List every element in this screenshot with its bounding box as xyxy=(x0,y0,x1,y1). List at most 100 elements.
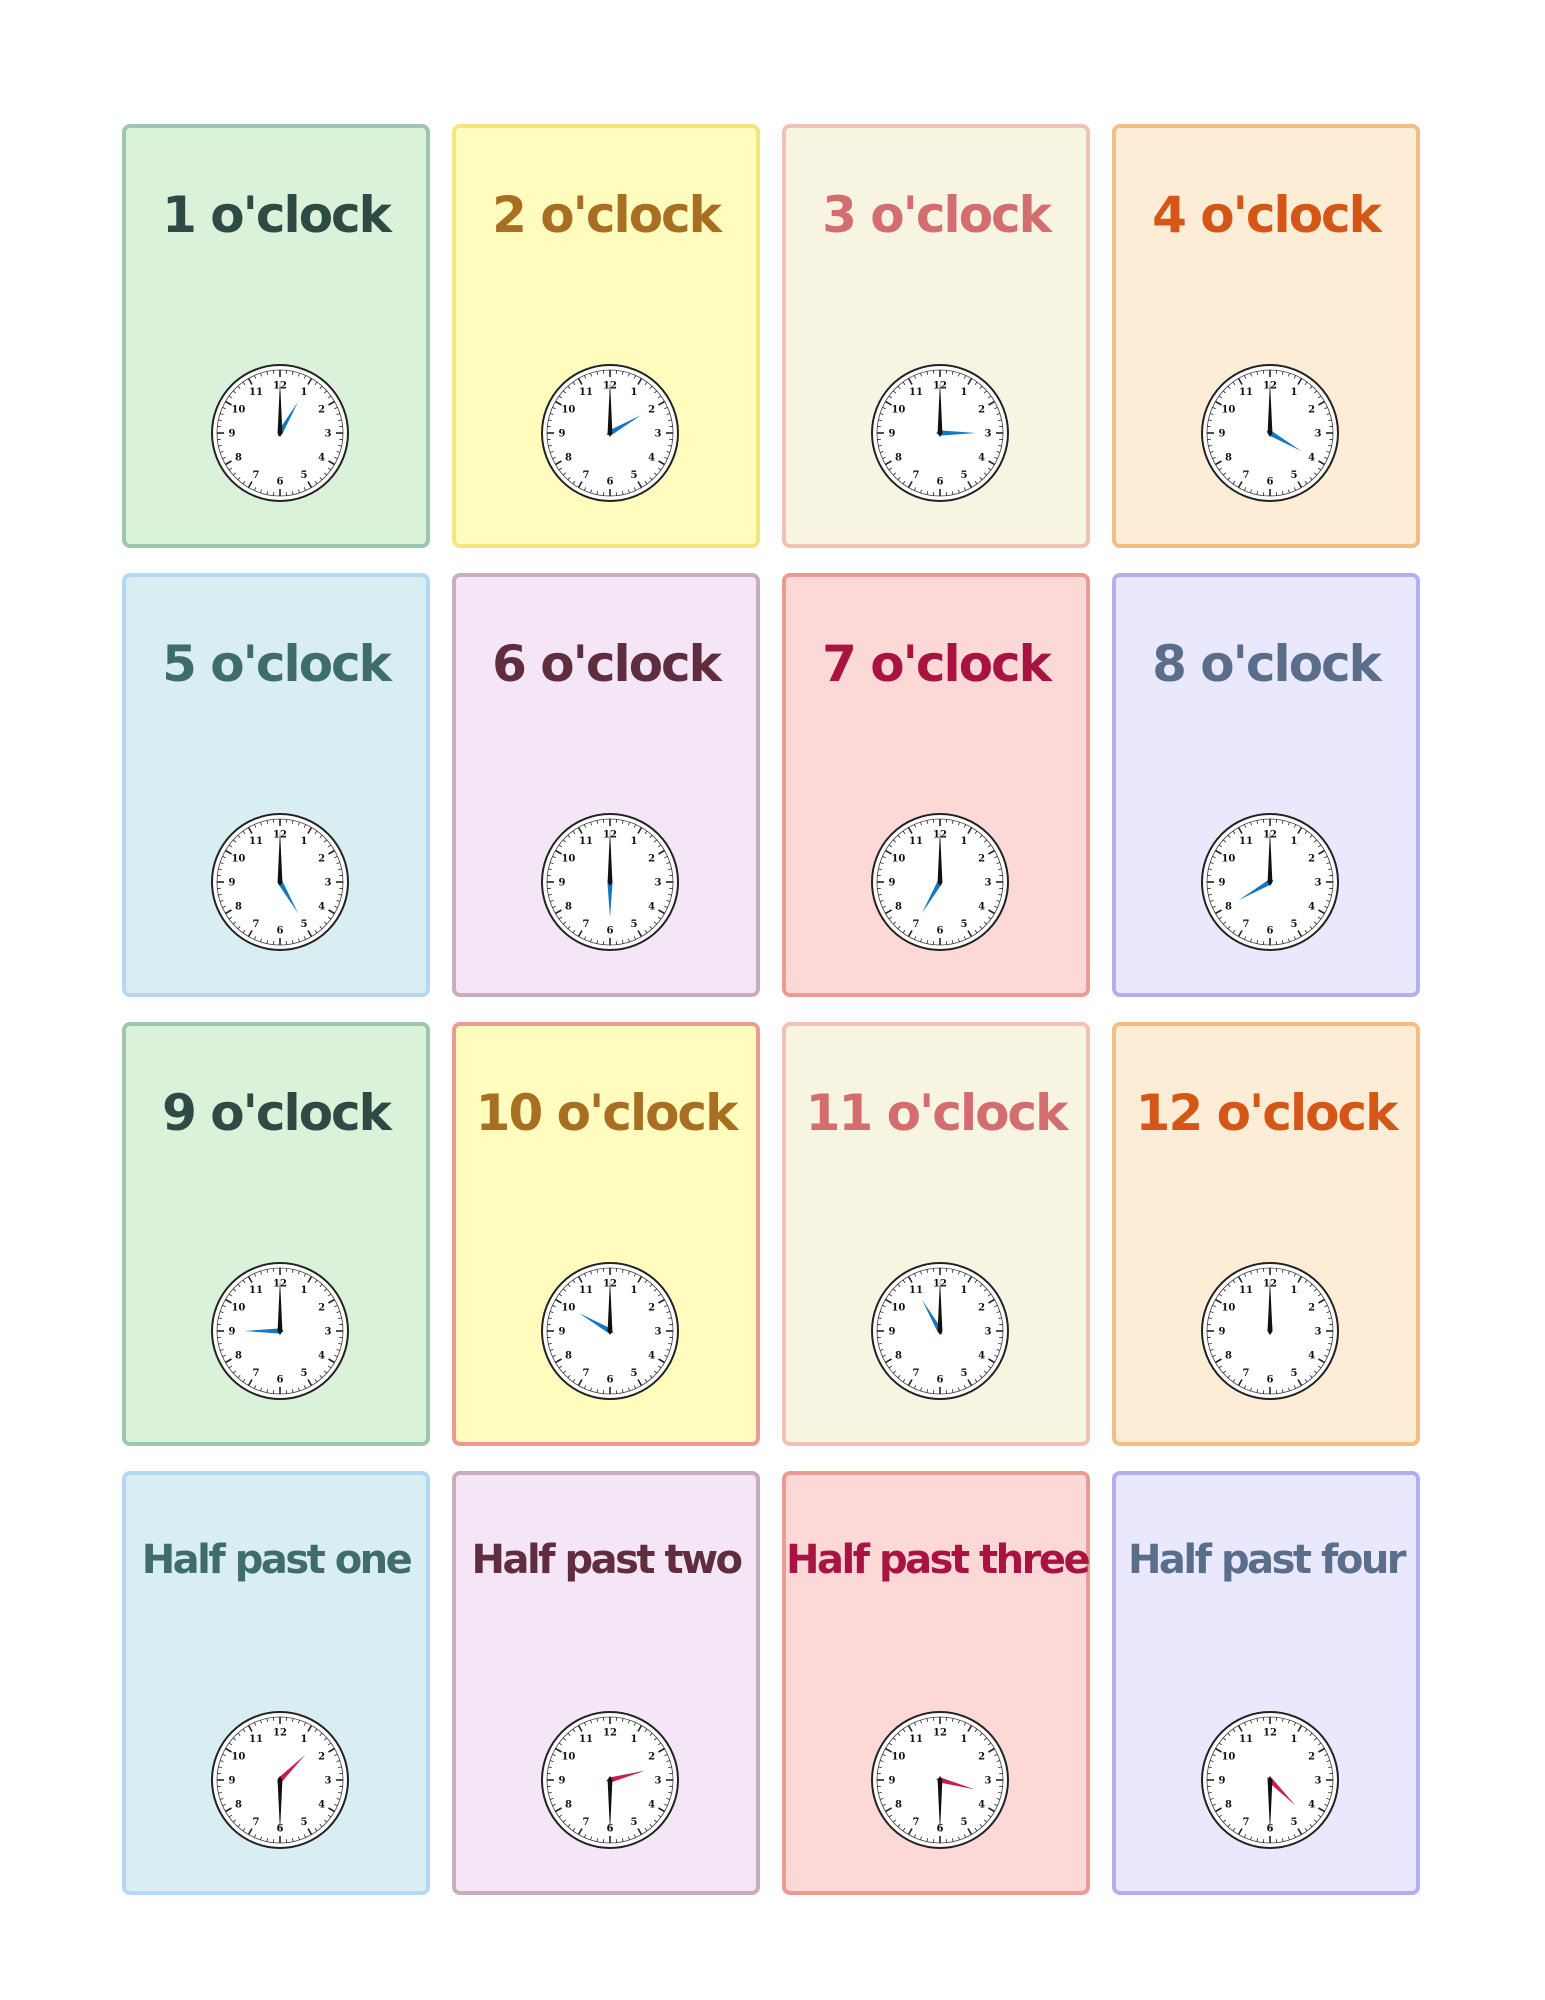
clock-numeral: 7 xyxy=(1243,919,1250,930)
clock-numeral: 10 xyxy=(1221,1752,1235,1763)
time-flashcard: Half past three121234567891011 xyxy=(782,1471,1091,1895)
clock-numeral: 9 xyxy=(559,878,566,889)
minute-hand xyxy=(607,830,613,886)
clock-numeral: 6 xyxy=(937,477,944,488)
clock-numeral: 7 xyxy=(1243,1368,1250,1379)
clock-face-icon: 121234567891011 xyxy=(541,1262,679,1400)
clock-numeral: 1 xyxy=(631,387,638,398)
clock-numeral: 2 xyxy=(648,405,655,416)
clock-numeral: 6 xyxy=(937,1375,944,1386)
clock-numeral: 9 xyxy=(1219,1776,1226,1787)
clock-numeral: 7 xyxy=(253,919,260,930)
clock-numeral: 4 xyxy=(1308,902,1315,913)
clock-numeral: 7 xyxy=(913,1368,920,1379)
card-title: 2 o'clock xyxy=(492,186,722,244)
minute-hand xyxy=(1267,1279,1273,1335)
clock-numeral: 10 xyxy=(1221,854,1235,865)
clock-numeral: 8 xyxy=(895,1351,902,1362)
clock-numeral: 3 xyxy=(1315,1776,1322,1787)
clock-numeral: 8 xyxy=(1225,453,1232,464)
clock-numeral: 5 xyxy=(961,919,968,930)
clock-numeral: 11 xyxy=(579,1734,593,1745)
card-title: 6 o'clock xyxy=(492,635,722,693)
hour-hand xyxy=(277,1754,306,1783)
clock-numeral: 6 xyxy=(607,477,614,488)
clock-numeral: 11 xyxy=(249,387,263,398)
clock-face-icon: 121234567891011 xyxy=(1201,364,1339,502)
clock-numeral: 5 xyxy=(301,919,308,930)
clock-numeral: 11 xyxy=(1239,387,1253,398)
clock-numeral: 11 xyxy=(579,387,593,398)
clock-numeral: 7 xyxy=(583,470,590,481)
hour-hand xyxy=(1238,879,1274,900)
time-flashcard: Half past one121234567891011 xyxy=(122,1471,430,1895)
clock-numeral: 7 xyxy=(583,1368,590,1379)
clock-numeral: 11 xyxy=(579,1285,593,1296)
clock-numeral: 2 xyxy=(648,1303,655,1314)
clock-numeral: 3 xyxy=(985,1776,992,1787)
clock-numeral: 1 xyxy=(1291,1734,1298,1745)
clock-numeral: 5 xyxy=(1291,1368,1298,1379)
clock-numeral: 1 xyxy=(301,836,308,847)
clock-numeral: 3 xyxy=(1315,1327,1322,1338)
clock-numeral: 8 xyxy=(1225,902,1232,913)
clock-numeral: 12 xyxy=(1263,1728,1277,1739)
clock-numeral: 9 xyxy=(889,429,896,440)
clock-numeral: 11 xyxy=(1239,1285,1253,1296)
clock-numeral: 7 xyxy=(1243,1817,1250,1828)
clock-numeral: 5 xyxy=(961,470,968,481)
clock-numeral: 4 xyxy=(318,902,325,913)
clock-numeral: 5 xyxy=(631,919,638,930)
clock-numeral: 5 xyxy=(301,1368,308,1379)
clock-numeral: 5 xyxy=(961,1817,968,1828)
card-title: 9 o'clock xyxy=(162,1084,392,1142)
clock-numeral: 10 xyxy=(561,854,575,865)
clock-numeral: 3 xyxy=(1315,429,1322,440)
hour-hand xyxy=(578,1313,614,1334)
clock-numeral: 2 xyxy=(978,1303,985,1314)
clock-numeral: 4 xyxy=(978,1800,985,1811)
clock-numeral: 9 xyxy=(559,1776,566,1787)
clock-numeral: 4 xyxy=(318,1800,325,1811)
clock-numeral: 11 xyxy=(1239,836,1253,847)
clock-numeral: 8 xyxy=(235,1351,242,1362)
minute-hand xyxy=(607,1279,613,1335)
clock-numeral: 1 xyxy=(301,387,308,398)
clock-numeral: 4 xyxy=(1308,1351,1315,1362)
clock-numeral: 3 xyxy=(985,429,992,440)
clock-numeral: 9 xyxy=(1219,429,1226,440)
clock-numeral: 5 xyxy=(301,1817,308,1828)
minute-hand xyxy=(937,1279,943,1335)
hour-hand xyxy=(922,878,943,914)
card-title: Half past four xyxy=(1127,1537,1407,1583)
clock-numeral: 8 xyxy=(235,453,242,464)
clock-face-icon: 121234567891011 xyxy=(541,364,679,502)
clock-numeral: 12 xyxy=(933,1728,947,1739)
time-flashcard: 2 o'clock121234567891011 xyxy=(452,124,760,548)
hour-hand xyxy=(936,430,976,436)
clock-numeral: 8 xyxy=(895,902,902,913)
clock-numeral: 7 xyxy=(583,1817,590,1828)
clock-numeral: 7 xyxy=(913,1817,920,1828)
clock-face-icon: 121234567891011 xyxy=(541,813,679,951)
clock-numeral: 4 xyxy=(648,1351,655,1362)
clock-numeral: 4 xyxy=(978,1351,985,1362)
clock-numeral: 11 xyxy=(909,1285,923,1296)
time-flashcard: 12 o'clock121234567891011 xyxy=(1112,1022,1420,1446)
clock-numeral: 9 xyxy=(229,429,236,440)
clock-numeral: 7 xyxy=(253,1817,260,1828)
clock-numeral: 5 xyxy=(1291,470,1298,481)
clock-numeral: 3 xyxy=(1315,878,1322,889)
card-title: 8 o'clock xyxy=(1152,635,1382,693)
clock-numeral: 8 xyxy=(895,453,902,464)
clock-numeral: 12 xyxy=(273,1728,287,1739)
clock-numeral: 10 xyxy=(231,1752,245,1763)
hour-hand xyxy=(1267,1777,1296,1806)
minute-hand xyxy=(607,381,613,437)
time-flashcard: 9 o'clock121234567891011 xyxy=(122,1022,430,1446)
clock-numeral: 10 xyxy=(561,1303,575,1314)
clock-numeral: 9 xyxy=(229,1776,236,1787)
clock-numeral: 8 xyxy=(565,453,572,464)
clock-numeral: 9 xyxy=(229,878,236,889)
clock-numeral: 9 xyxy=(1219,1327,1226,1338)
